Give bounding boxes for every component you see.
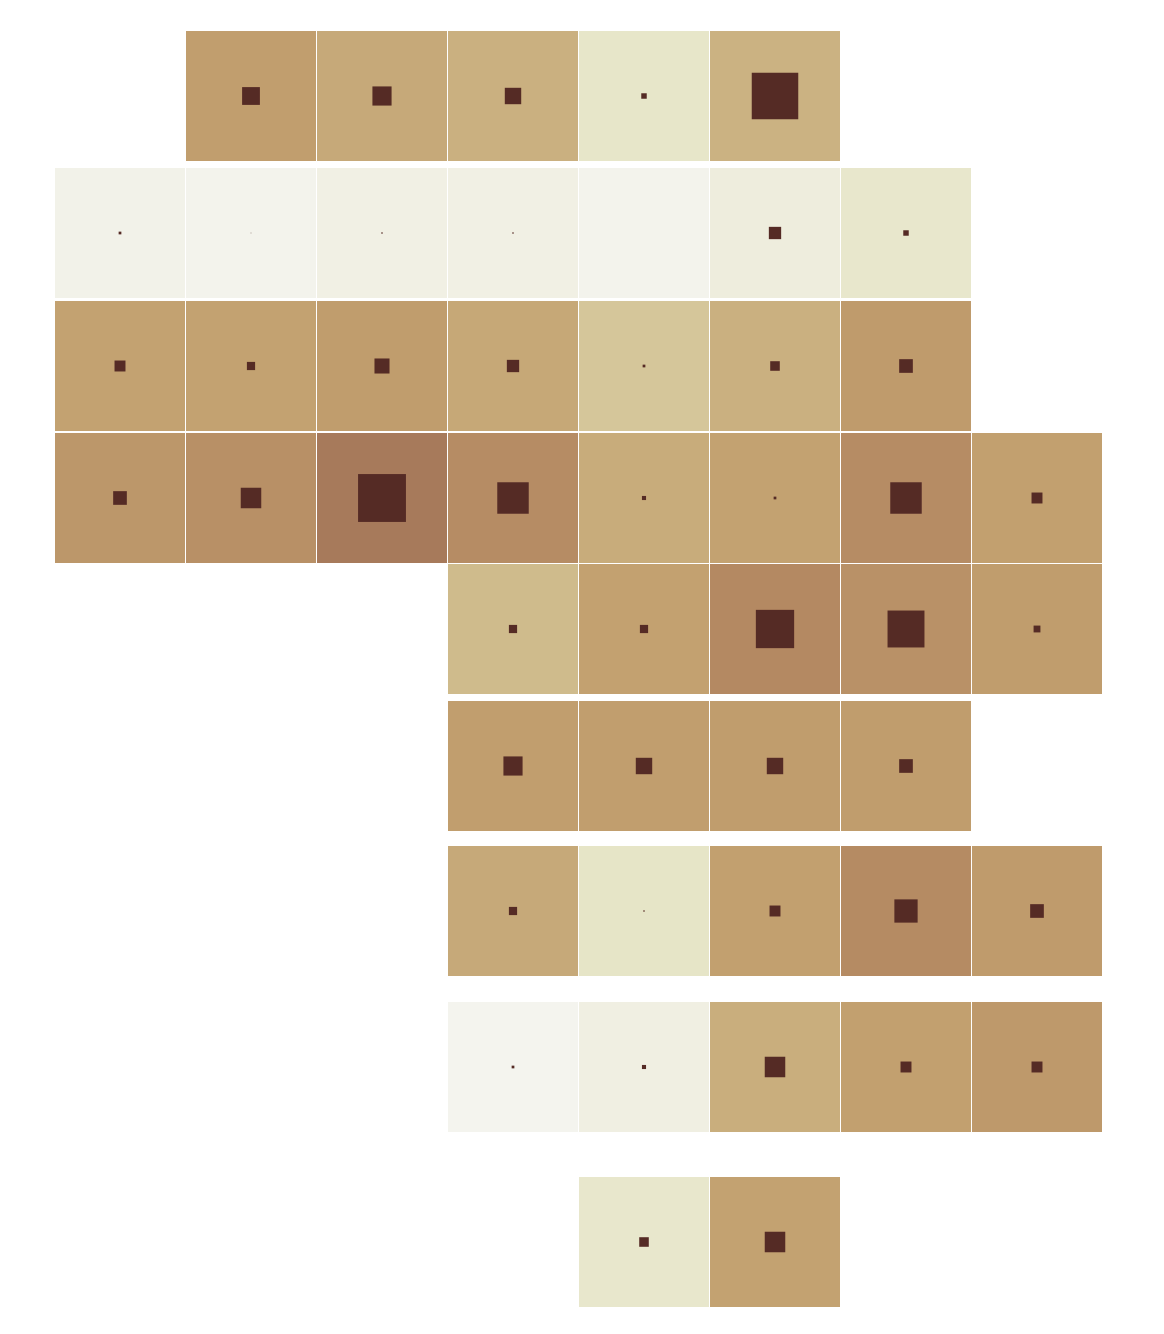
- heatmap-marker-r2-c5: [770, 361, 780, 371]
- heatmap-marker-r0-c2: [372, 86, 392, 106]
- heatmap-marker-r6-c4: [643, 910, 645, 912]
- heatmap-marker-r5-c5: [766, 757, 784, 775]
- heatmap-marker-r0-c3: [504, 87, 522, 105]
- heatmap-marker-r5-c4: [635, 757, 653, 775]
- heatmap-marker-r3-c2: [358, 474, 406, 522]
- heatmap-marker-r2-c6: [899, 359, 913, 373]
- heatmap-marker-r3-c5: [773, 496, 777, 500]
- heatmap-marker-r3-c1: [240, 487, 262, 509]
- heatmap-marker-r1-c0: [118, 231, 122, 235]
- heatmap-marker-r7-c6: [900, 1061, 912, 1073]
- heatmap-cells: [55, 31, 1102, 1307]
- heatmap-marker-r2-c1: [246, 361, 256, 371]
- heatmap-cell-r1-c4: [579, 168, 709, 298]
- heatmap-marker-r3-c6: [890, 482, 922, 514]
- heatmap-marker-r6-c7: [1030, 904, 1044, 918]
- heatmap-marker-r1-c2: [381, 232, 383, 234]
- heatmap-marker-r2-c0: [114, 360, 126, 372]
- heatmap-marker-r2-c4: [642, 364, 646, 368]
- heatmap-marker-r2-c2: [374, 358, 390, 374]
- heatmap-marker-r1-c3: [512, 232, 514, 234]
- heatmap-marker-r4-c3: [508, 624, 518, 634]
- heatmap-marker-r8-c4: [639, 1237, 649, 1247]
- heatmap-markers: [113, 72, 1044, 1253]
- heatmap-marker-r7-c7: [1031, 1061, 1043, 1073]
- heatmap-marker-r7-c3: [511, 1065, 515, 1069]
- heatmap-marker-r3-c3: [497, 482, 529, 514]
- heatmap-marker-r0-c4: [641, 93, 647, 99]
- heatmap-marker-r0-c5: [751, 72, 799, 120]
- heatmap-marker-r6-c5: [769, 905, 781, 917]
- heatmap-marker-r6-c6: [894, 899, 918, 923]
- heatmap-marker-r2-c3: [506, 359, 520, 373]
- heatmap-marker-r4-c5: [755, 609, 795, 649]
- heatmap-marker-r8-c5: [764, 1231, 786, 1253]
- heatmap-marker-r7-c4: [641, 1064, 647, 1070]
- heatmap-marker-r7-c5: [764, 1056, 786, 1078]
- heatmap-marker-r1-c5: [768, 226, 782, 240]
- heatmap-marker-r1-c6: [903, 230, 909, 236]
- heatmap-marker-r5-c6: [899, 759, 913, 773]
- heatmap-marker-r3-c4: [641, 495, 647, 501]
- heatmap-marker-r4-c7: [1033, 625, 1041, 633]
- heatmap-marker-r3-c0: [113, 491, 127, 505]
- heatmap-marker-r5-c3: [503, 756, 523, 776]
- heatmap-marker-r4-c4: [639, 624, 649, 634]
- heatmap-marker-r4-c6: [887, 610, 925, 648]
- heatmap-marker-r3-c7: [1031, 492, 1043, 504]
- heatmap-marker-r6-c3: [508, 906, 518, 916]
- heatmap-marker-r1-c1: [250, 232, 252, 234]
- heatmap-marker-r0-c1: [242, 87, 260, 105]
